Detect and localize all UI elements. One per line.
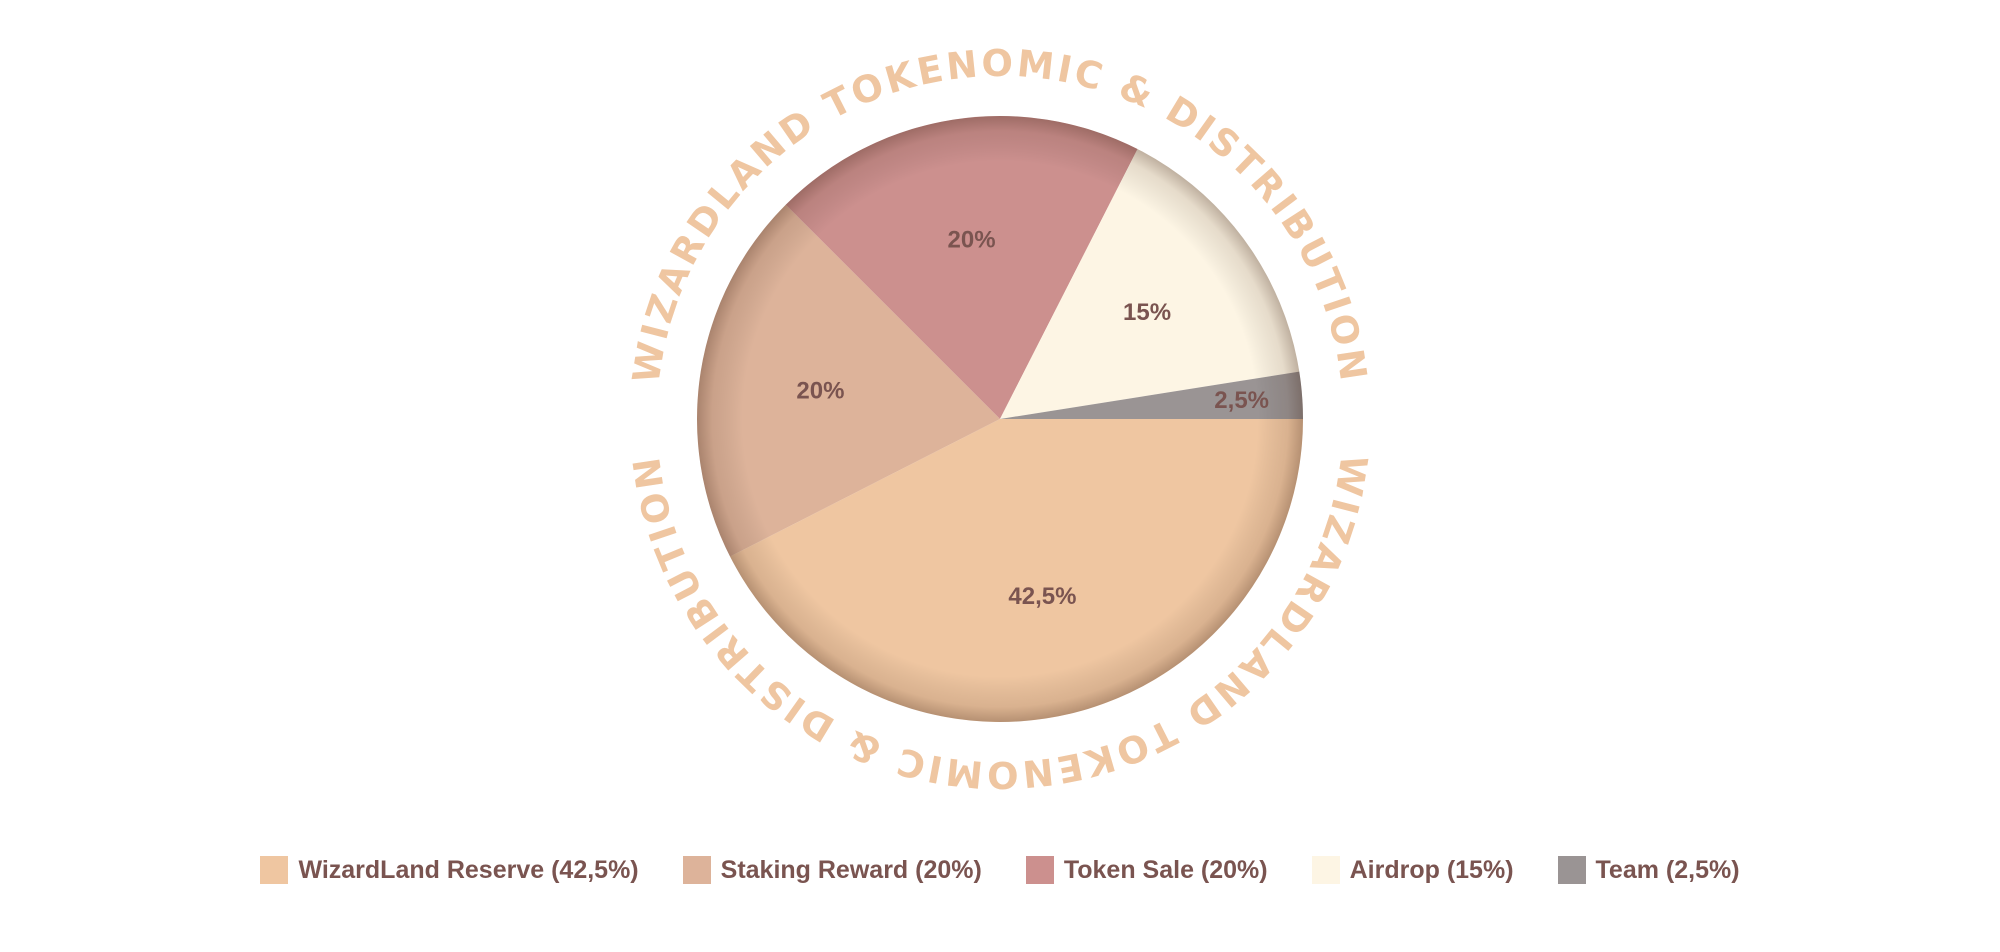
legend-item-airdrop: Airdrop (15%) (1311, 855, 1514, 885)
legend-label: Airdrop (15%) (1349, 855, 1514, 884)
legend-swatch (1025, 856, 1054, 884)
slice-label-airdrop: 15% (1123, 299, 1171, 326)
legend-swatch (1557, 856, 1586, 884)
legend-item-staking-reward: Staking Reward (20%) (682, 855, 982, 885)
legend-swatch (1311, 856, 1340, 884)
legend-item-token-sale: Token Sale (20%) (1025, 855, 1268, 885)
legend-label: Staking Reward (20%) (720, 855, 982, 884)
slice-label-token-sale: 20% (948, 226, 996, 253)
legend-label: WizardLand Reserve (42,5%) (298, 855, 639, 884)
legend-label: Team (2,5%) (1595, 855, 1740, 884)
slice-label-team: 2,5% (1214, 387, 1269, 414)
legend-label: Token Sale (20%) (1063, 855, 1268, 884)
pie-rim-shade (697, 116, 1303, 722)
slice-labels: 42,5% 20% 20% 15% 2,5% (796, 226, 1269, 609)
slice-label-staking-reward: 20% (796, 378, 844, 405)
legend-item-team: Team (2,5%) (1557, 855, 1740, 885)
legend-swatch (682, 856, 711, 884)
legend: WizardLand Reserve (42,5%) Staking Rewar… (0, 850, 2000, 890)
slice-label-wizardland-reserve: 42,5% (1008, 583, 1076, 610)
legend-swatch (260, 856, 289, 884)
legend-item-wizardland-reserve: WizardLand Reserve (42,5%) (260, 855, 639, 885)
